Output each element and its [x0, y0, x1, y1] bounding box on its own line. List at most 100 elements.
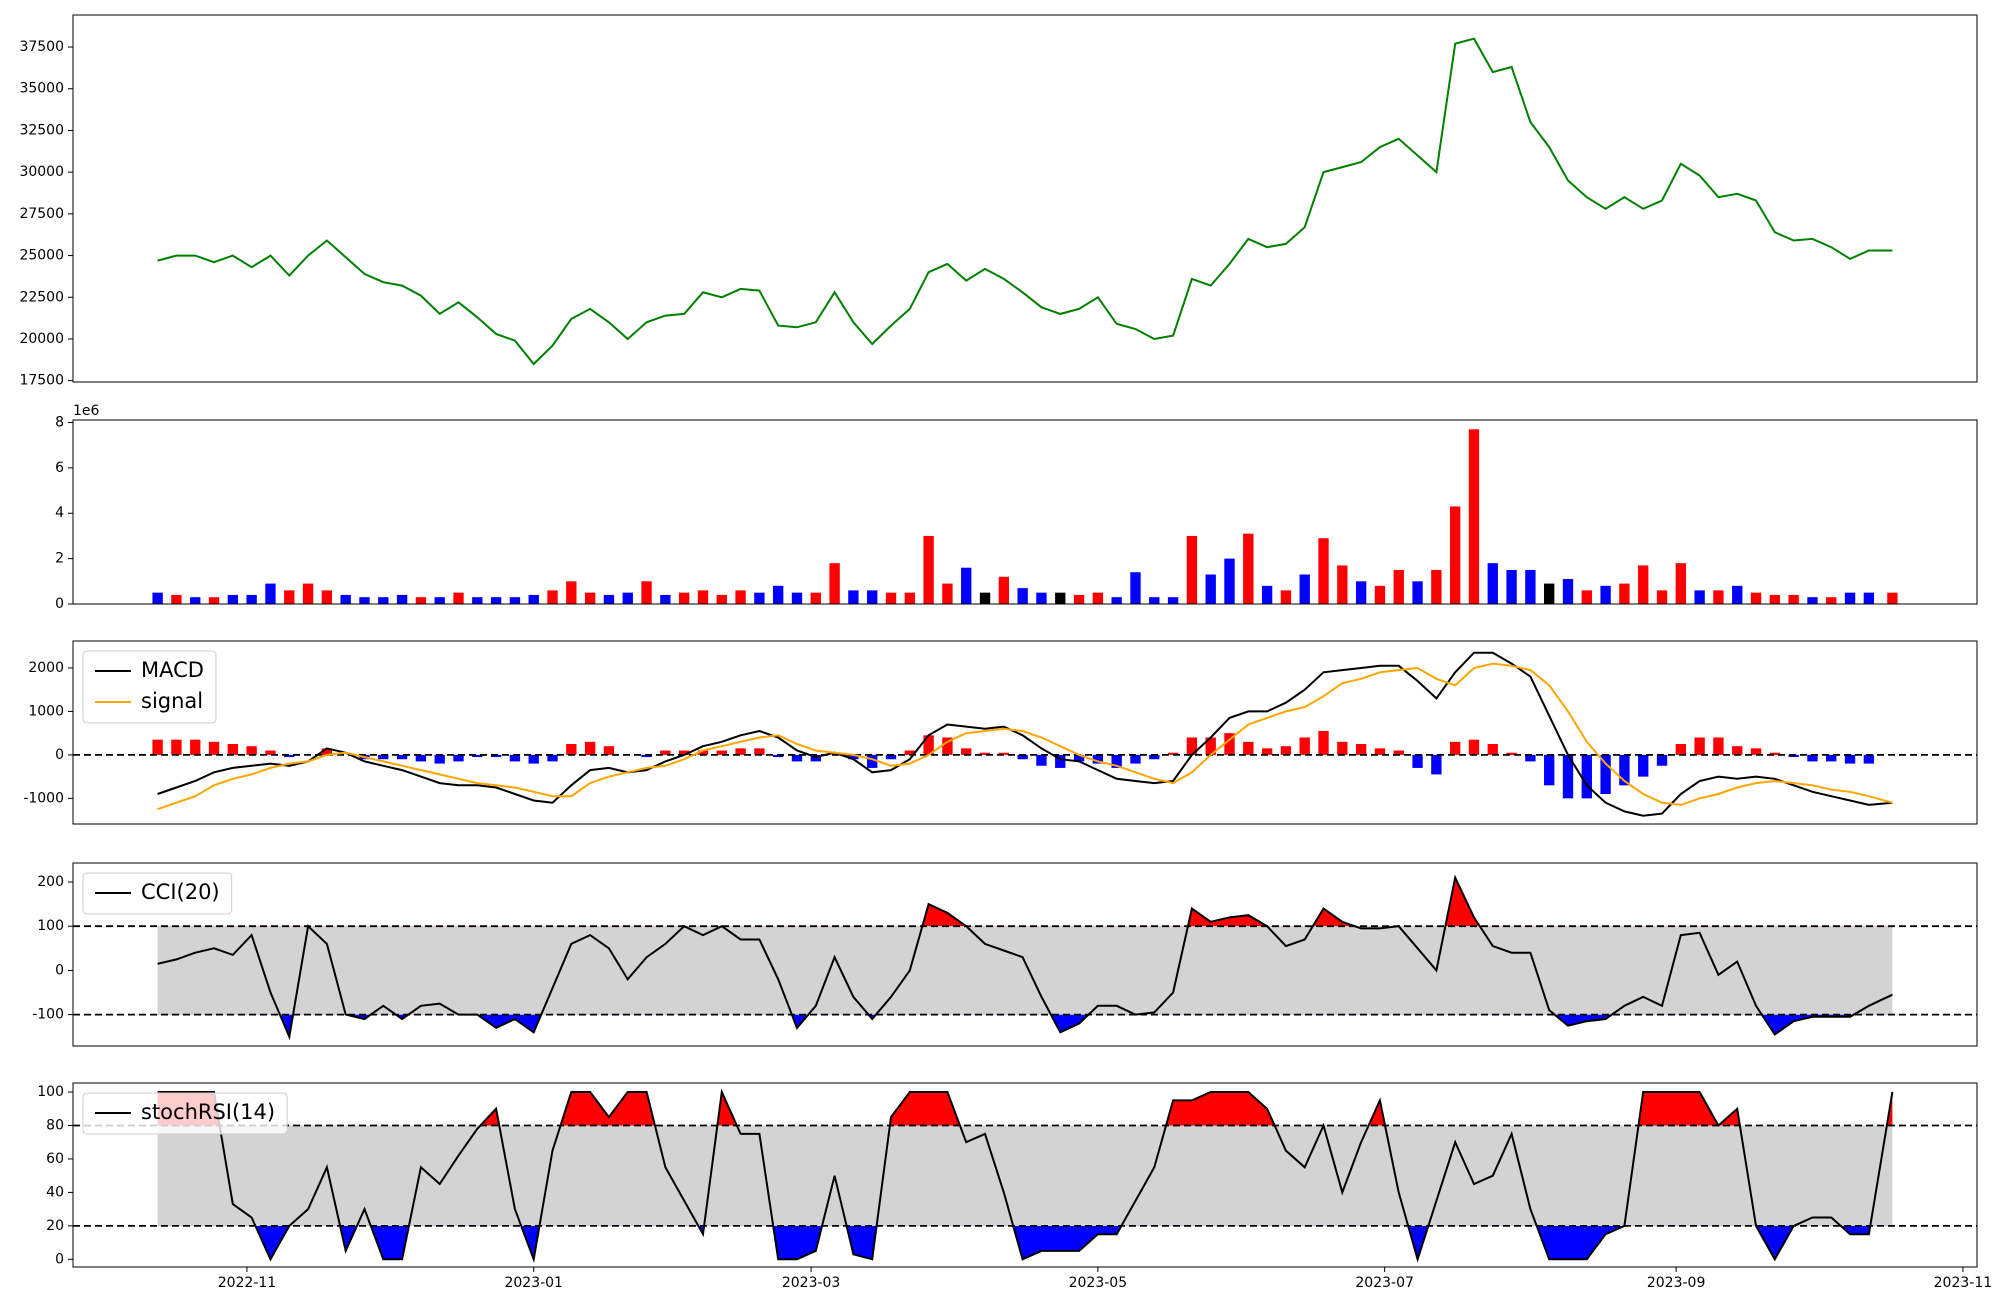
- bar: [378, 754, 389, 760]
- plot-frame: [72, 14, 1978, 383]
- bar: [810, 592, 821, 604]
- bar: [415, 597, 427, 604]
- bar: [998, 576, 1010, 604]
- bar: [1167, 597, 1179, 604]
- bar: [1619, 583, 1630, 604]
- bar: [1675, 744, 1686, 755]
- y-tick-label: 60: [46, 1151, 64, 1167]
- bar: [867, 754, 878, 768]
- bar: [1863, 592, 1875, 604]
- y-tick-label: 0: [55, 962, 64, 978]
- legend-label: signal: [141, 689, 203, 713]
- bar: [1732, 585, 1743, 604]
- y-tick-label: -100: [32, 1007, 64, 1023]
- legend-box: [82, 1092, 288, 1135]
- bar: [641, 581, 652, 604]
- bar: [697, 590, 709, 604]
- bar: [1149, 597, 1160, 604]
- bar: [1393, 569, 1404, 604]
- bar: [773, 585, 784, 604]
- y-tick-label: 37500: [19, 39, 64, 55]
- series-line: [157, 662, 1893, 811]
- bar: [1675, 563, 1686, 604]
- x-tick-label: 2023-01: [504, 1275, 563, 1291]
- bar: [208, 597, 220, 604]
- bar: [1092, 754, 1104, 764]
- bar: [1205, 737, 1216, 755]
- y-tick-label: 0: [55, 747, 64, 763]
- y-tick-label: 100: [37, 1084, 64, 1100]
- bar: [1468, 429, 1480, 604]
- bar: [246, 746, 257, 755]
- bar: [716, 750, 727, 755]
- bar: [1243, 741, 1254, 755]
- bar: [1355, 744, 1367, 755]
- bar: [453, 754, 464, 762]
- y-tick-label: 2: [55, 551, 64, 567]
- plot-frame: [72, 419, 1978, 605]
- bar: [1468, 739, 1480, 755]
- bar: [434, 597, 445, 604]
- bar: [1581, 590, 1592, 604]
- y-tick-label: 30000: [19, 164, 64, 180]
- series-line: [157, 651, 1893, 817]
- bar: [171, 594, 182, 604]
- x-tick-label: 2023-11: [1934, 1275, 1993, 1291]
- bar: [1167, 752, 1179, 755]
- bar: [735, 590, 746, 604]
- bar: [378, 597, 389, 604]
- bar: [1600, 754, 1611, 795]
- bar: [1826, 754, 1837, 762]
- bar: [1788, 754, 1799, 758]
- y-tick-label: 35000: [19, 81, 64, 97]
- bar: [1261, 585, 1273, 604]
- bar: [453, 592, 464, 604]
- bar: [1887, 592, 1898, 604]
- legend-box: [82, 872, 233, 915]
- bar: [1750, 748, 1762, 755]
- bar: [1130, 754, 1141, 764]
- bar: [1299, 574, 1310, 604]
- overbought-fill: [157, 877, 1893, 927]
- bar: [773, 754, 784, 758]
- bar: [1243, 533, 1254, 604]
- bar: [1638, 754, 1649, 777]
- bar: [1732, 746, 1743, 755]
- bar: [791, 754, 803, 762]
- bar: [1412, 754, 1423, 768]
- bar: [979, 592, 991, 604]
- y-tick-label: 8: [55, 414, 64, 430]
- bar: [227, 594, 239, 604]
- bar: [660, 750, 671, 755]
- bar: [1205, 574, 1216, 604]
- bar: [678, 592, 690, 604]
- y-tick-label: 200: [37, 874, 64, 890]
- y-tick-label: 40: [46, 1184, 64, 1200]
- bar: [660, 594, 671, 604]
- bar: [1337, 741, 1348, 755]
- bar: [1525, 569, 1536, 604]
- bar: [1092, 592, 1104, 604]
- bar: [885, 754, 897, 760]
- y-tick-label: 17500: [19, 373, 64, 389]
- overbought-fill: [157, 1092, 1893, 1126]
- bar: [566, 581, 577, 604]
- bar: [190, 739, 201, 755]
- bar: [246, 594, 257, 604]
- panel: -100 0 100 200: [32, 862, 1978, 1047]
- bar: [1562, 579, 1574, 604]
- bar: [1581, 754, 1592, 799]
- bar: [265, 583, 276, 604]
- x-tick-label: 2023-07: [1355, 1275, 1414, 1291]
- y-tick-label: 2000: [28, 660, 64, 676]
- bar: [1055, 754, 1066, 768]
- bar: [1017, 754, 1028, 760]
- bar: [678, 750, 690, 755]
- bar: [829, 563, 840, 604]
- series-line: [157, 874, 1893, 1041]
- bar: [472, 754, 483, 758]
- bar: [1186, 535, 1198, 604]
- bar: [1807, 597, 1818, 604]
- bar: [1374, 585, 1386, 604]
